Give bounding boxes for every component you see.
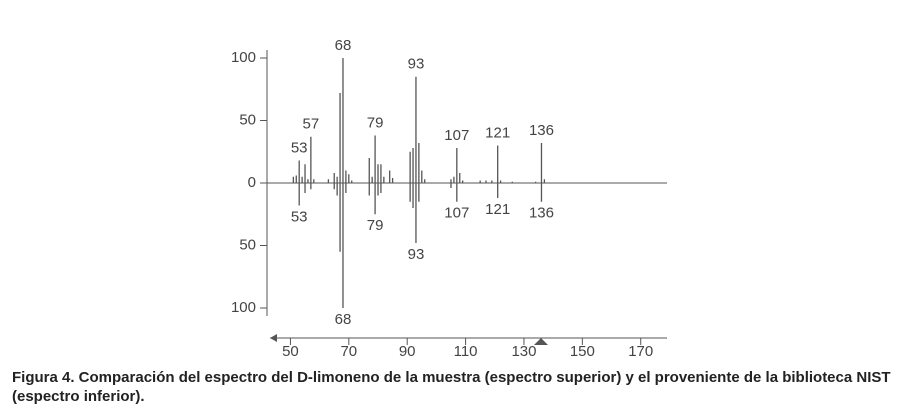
peak-label: 93 [408, 56, 425, 73]
x-tick-label: 50 [282, 343, 299, 360]
caption: Figura 4. Comparación del espectro del D… [12, 369, 891, 405]
x-tick-label: 170 [628, 343, 653, 360]
peak-label: 53 [291, 139, 308, 156]
peak-label: 121 [485, 201, 510, 218]
peak-label: 107 [444, 205, 469, 222]
x-tick-label: 90 [399, 343, 416, 360]
peak-label: 68 [335, 37, 352, 54]
peak-label: 79 [367, 217, 384, 234]
y-tick-label: 50 [239, 236, 256, 253]
y-tick-label: 100 [231, 299, 256, 316]
x-tick-label: 130 [511, 343, 536, 360]
peak-label: 136 [529, 205, 554, 222]
peak-label: 57 [303, 116, 320, 133]
peak-label: 107 [444, 127, 469, 144]
x-tick-label: 150 [570, 343, 595, 360]
y-tick-label: 100 [231, 49, 256, 66]
peak-label: 68 [335, 311, 352, 328]
y-tick-label: 0 [248, 174, 256, 191]
x-tick-label: 70 [340, 343, 357, 360]
peak-label: 53 [291, 208, 308, 225]
axis-arrow [270, 334, 277, 342]
axis-marker [534, 338, 548, 345]
peak-label: 93 [408, 246, 425, 263]
peak-label: 79 [367, 114, 384, 131]
peak-label: 136 [529, 122, 554, 139]
y-tick-label: 50 [239, 111, 256, 128]
peak-label: 121 [485, 124, 510, 141]
chart: 100 50 0 50 100 50 70 90 110 130 150 170 53 57 68 79 93 1… [231, 37, 667, 360]
x-tick-label: 110 [454, 343, 478, 360]
